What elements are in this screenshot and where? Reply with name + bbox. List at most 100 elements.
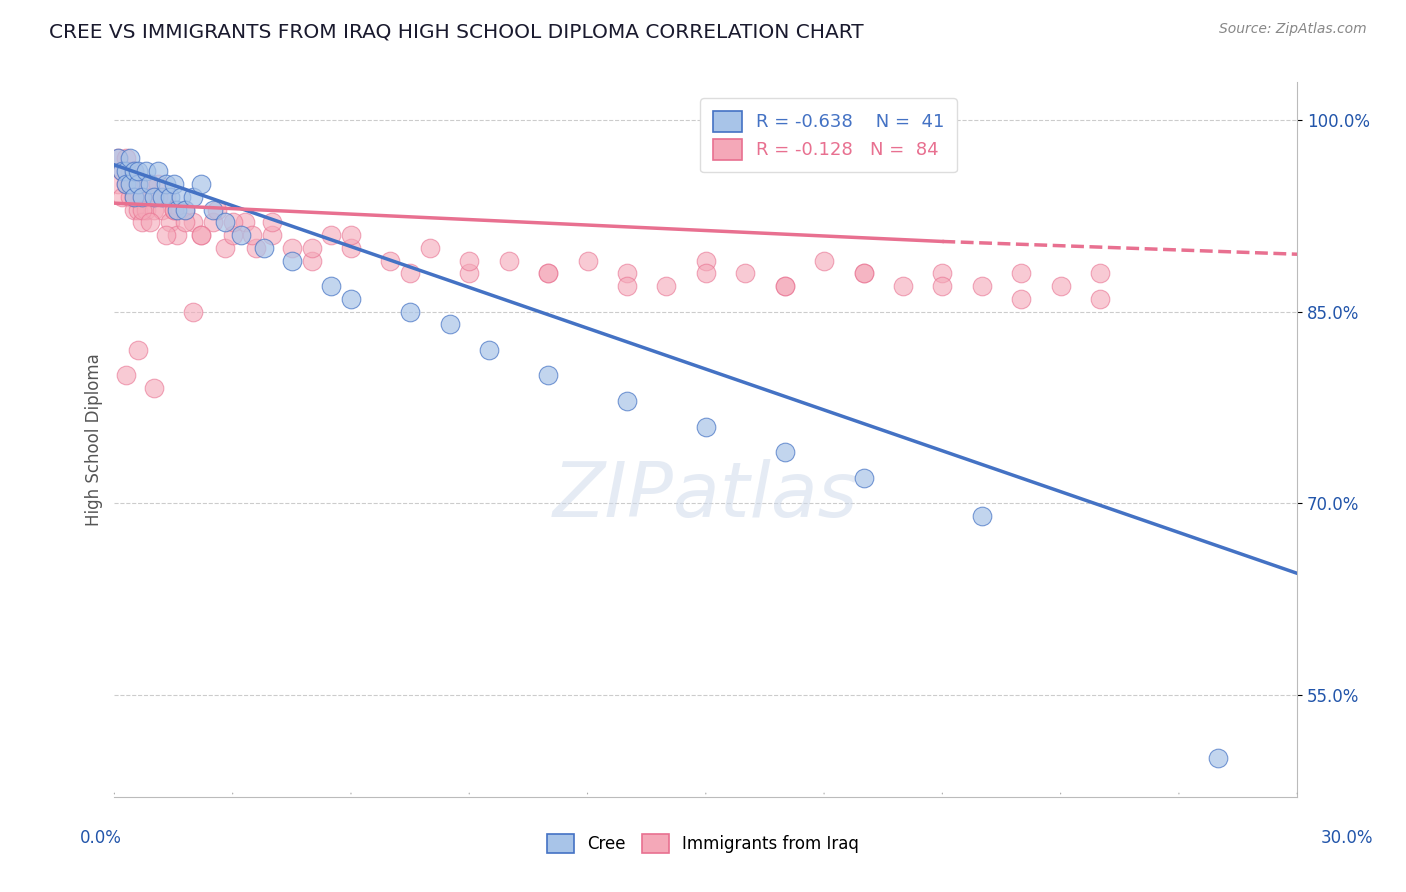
Point (166, 228, 188, 243)
Point (146, 177, 169, 191)
Point (190, 228, 212, 243)
Point (155, 190, 177, 204)
Point (127, 202, 149, 217)
Point (399, 304, 422, 318)
Point (852, 470, 875, 484)
Point (1088, 266, 1111, 280)
Point (115, 177, 138, 191)
Point (1208, 751, 1230, 765)
Point (616, 394, 638, 409)
Point (146, 190, 169, 204)
Point (142, 381, 165, 395)
Point (127, 164, 149, 178)
Text: 0.0%: 0.0% (80, 829, 122, 847)
Point (576, 253, 599, 268)
Point (931, 266, 953, 280)
Point (537, 266, 560, 280)
Point (214, 215, 236, 229)
Point (281, 253, 304, 268)
Point (115, 177, 138, 191)
Point (439, 318, 461, 332)
Point (399, 266, 422, 280)
Point (478, 343, 501, 357)
Point (190, 177, 212, 191)
Point (107, 152, 129, 166)
Point (773, 445, 796, 459)
Point (135, 164, 157, 178)
Point (262, 215, 284, 229)
Y-axis label: High School Diploma: High School Diploma (86, 353, 103, 525)
Point (773, 279, 796, 293)
Text: 30.0%: 30.0% (1320, 829, 1374, 847)
Point (537, 368, 560, 383)
Point (159, 190, 181, 204)
Point (131, 190, 153, 204)
Text: ZIPatlas: ZIPatlas (553, 459, 859, 533)
Point (139, 190, 162, 204)
Point (135, 202, 157, 217)
Point (127, 177, 149, 191)
Point (262, 228, 284, 243)
Legend: R = -0.638    N =  41, R = -0.128   N =  84: R = -0.638 N = 41, R = -0.128 N = 84 (700, 98, 957, 172)
Point (970, 508, 993, 523)
Point (201, 202, 224, 217)
Point (146, 164, 169, 178)
Point (229, 228, 252, 243)
Point (301, 241, 323, 255)
Point (159, 215, 181, 229)
Point (122, 164, 145, 178)
Point (340, 228, 363, 243)
Point (281, 241, 304, 255)
Point (190, 228, 212, 243)
Point (142, 190, 165, 204)
Point (201, 215, 224, 229)
Point (181, 190, 204, 204)
Point (170, 190, 193, 204)
Point (181, 304, 204, 318)
Point (111, 164, 134, 178)
Point (115, 164, 138, 178)
Point (242, 228, 264, 243)
Point (142, 202, 165, 217)
Legend: Cree, Immigrants from Iraq: Cree, Immigrants from Iraq (538, 825, 868, 862)
Point (1010, 266, 1032, 280)
Point (655, 279, 678, 293)
Point (245, 241, 267, 255)
Point (221, 228, 243, 243)
Point (139, 177, 162, 191)
Point (122, 190, 145, 204)
Point (734, 266, 756, 280)
Point (155, 228, 177, 243)
Point (419, 241, 441, 255)
Point (120, 177, 142, 191)
Point (340, 241, 363, 255)
Point (122, 190, 145, 204)
Point (115, 152, 138, 166)
Point (107, 177, 129, 191)
Point (498, 253, 520, 268)
Point (233, 215, 256, 229)
Point (174, 202, 197, 217)
Point (120, 152, 142, 166)
Point (253, 241, 276, 255)
Point (458, 266, 481, 280)
Point (1010, 292, 1032, 306)
Point (111, 164, 134, 178)
Point (813, 253, 835, 268)
Point (127, 343, 149, 357)
Point (205, 202, 228, 217)
Point (122, 164, 145, 178)
Point (1049, 279, 1071, 293)
Point (931, 279, 953, 293)
Point (162, 177, 184, 191)
Point (139, 215, 162, 229)
Point (174, 202, 197, 217)
Point (695, 253, 717, 268)
Point (120, 164, 142, 178)
Point (162, 202, 184, 217)
Point (852, 266, 875, 280)
Point (181, 215, 204, 229)
Point (127, 177, 149, 191)
Point (115, 368, 138, 383)
Point (616, 279, 638, 293)
